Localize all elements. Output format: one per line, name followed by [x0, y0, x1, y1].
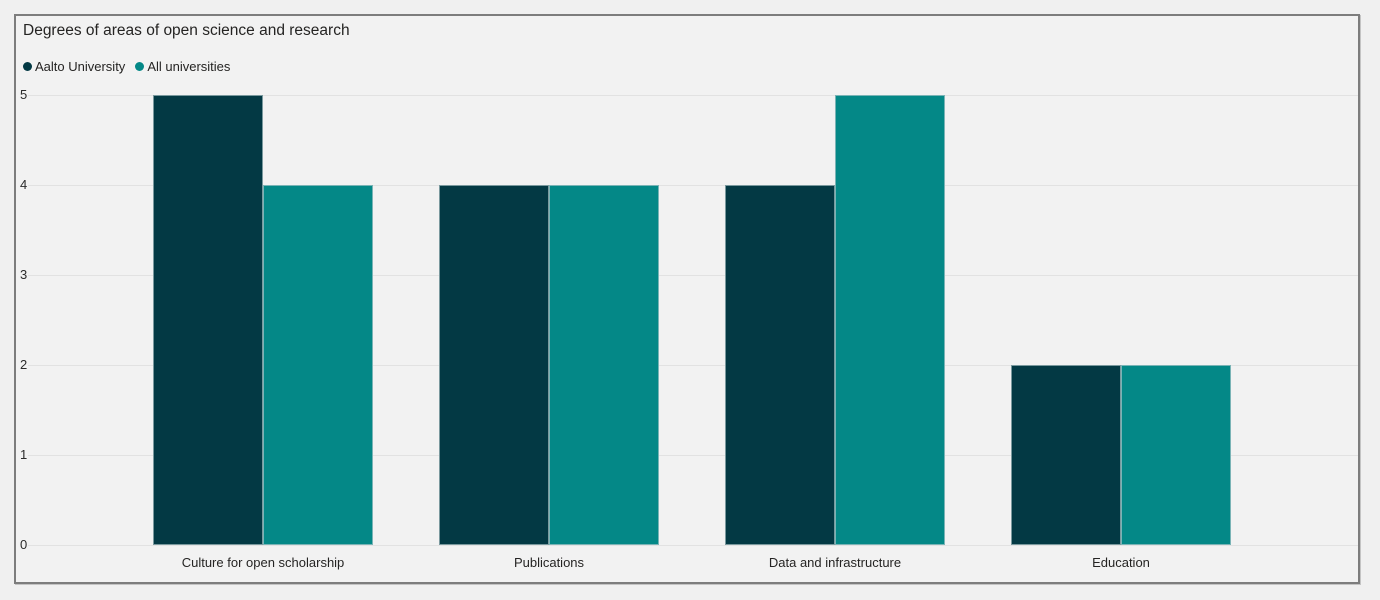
legend-label: All universities	[147, 58, 231, 74]
bar-all-universities-education[interactable]	[1121, 365, 1231, 545]
gridline	[28, 365, 1358, 366]
bar-all-universities-culture-for-open-scholarship[interactable]	[263, 185, 373, 545]
chart-container: Degrees of areas of open science and res…	[14, 14, 1360, 584]
legend-item-aalto-university[interactable]: Aalto University	[23, 59, 125, 74]
chart-title: Degrees of areas of open science and res…	[23, 22, 350, 39]
gridline	[28, 455, 1358, 456]
bar-all-universities-publications[interactable]	[549, 185, 659, 545]
legend-label: Aalto University	[35, 58, 126, 74]
bar-aalto-university-education[interactable]	[1011, 365, 1121, 545]
x-axis-category-label: Education	[1092, 555, 1150, 570]
bar-aalto-university-data-and-infrastructure[interactable]	[725, 185, 835, 545]
y-axis-tick-label: 4	[20, 177, 28, 192]
legend-dot-icon	[23, 61, 32, 71]
bar-aalto-university-publications[interactable]	[439, 185, 549, 545]
bar-all-universities-data-and-infrastructure[interactable]	[835, 95, 945, 545]
y-axis-tick-label: 0	[20, 537, 28, 552]
gridline	[28, 95, 1358, 96]
chart-legend: Aalto University All universities	[23, 57, 230, 75]
x-axis-category-label: Publications	[513, 555, 585, 570]
y-axis-tick-label: 1	[20, 447, 28, 462]
gridline	[28, 185, 1358, 186]
gridline	[28, 545, 1358, 546]
y-axis-tick-label: 5	[20, 87, 28, 102]
legend-dot-icon	[135, 61, 145, 71]
x-axis-category-label: Culture for open scholarship	[181, 555, 345, 570]
y-axis-tick-label: 3	[20, 267, 28, 282]
gridline	[28, 275, 1358, 276]
bar-aalto-university-culture-for-open-scholarship[interactable]	[153, 95, 263, 545]
y-axis-tick-label: 2	[20, 357, 28, 372]
legend-item-all-universities[interactable]: All universities	[135, 59, 230, 74]
x-axis-category-label: Data and infrastructure	[768, 555, 902, 570]
